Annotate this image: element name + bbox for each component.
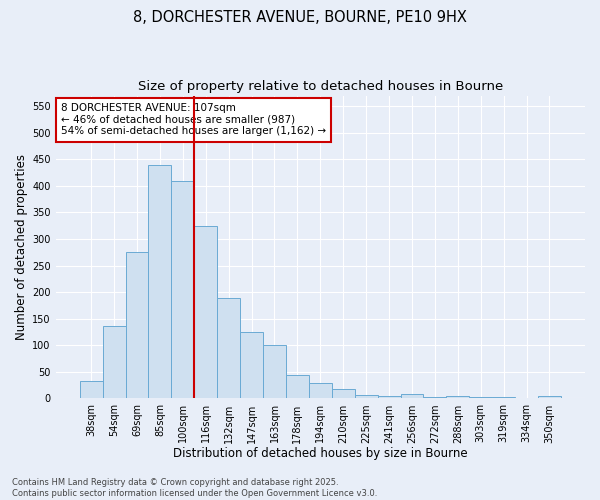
Bar	[148, 164, 172, 398]
Bar	[286, 374, 309, 398]
Bar	[538, 396, 561, 398]
Bar	[217, 298, 240, 398]
Text: Contains HM Land Registry data © Crown copyright and database right 2025.
Contai: Contains HM Land Registry data © Crown c…	[12, 478, 377, 498]
Bar	[240, 332, 263, 398]
Bar	[309, 382, 332, 398]
Bar	[80, 381, 103, 398]
Bar	[263, 345, 286, 399]
Bar	[194, 226, 217, 398]
Bar	[355, 396, 377, 398]
X-axis label: Distribution of detached houses by size in Bourne: Distribution of detached houses by size …	[173, 447, 467, 460]
Bar	[424, 397, 446, 398]
Y-axis label: Number of detached properties: Number of detached properties	[15, 154, 28, 340]
Text: 8 DORCHESTER AVENUE: 107sqm
← 46% of detached houses are smaller (987)
54% of se: 8 DORCHESTER AVENUE: 107sqm ← 46% of det…	[61, 103, 326, 136]
Title: Size of property relative to detached houses in Bourne: Size of property relative to detached ho…	[138, 80, 503, 93]
Bar	[469, 397, 492, 398]
Bar	[125, 252, 148, 398]
Bar	[103, 326, 125, 398]
Bar	[172, 180, 194, 398]
Bar	[446, 396, 469, 398]
Bar	[377, 396, 401, 398]
Text: 8, DORCHESTER AVENUE, BOURNE, PE10 9HX: 8, DORCHESTER AVENUE, BOURNE, PE10 9HX	[133, 10, 467, 25]
Bar	[332, 390, 355, 398]
Bar	[401, 394, 424, 398]
